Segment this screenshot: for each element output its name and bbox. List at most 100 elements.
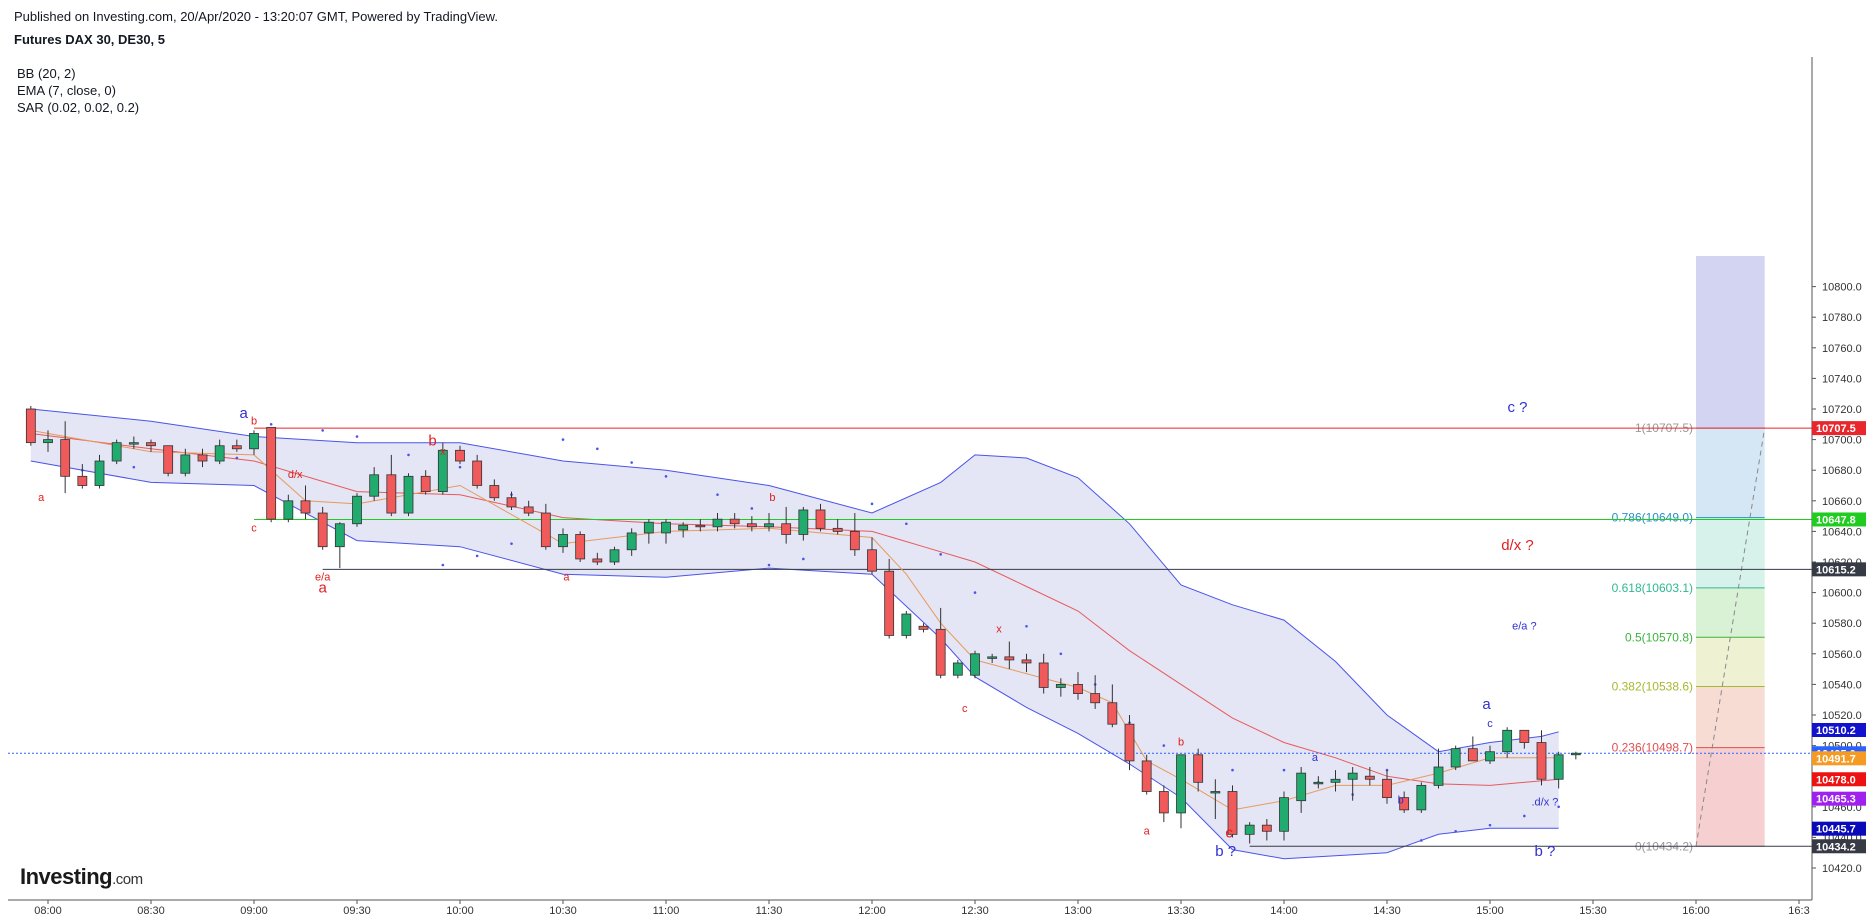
candle-body — [489, 485, 500, 499]
candle-body — [1124, 723, 1135, 762]
candle-body — [695, 524, 706, 528]
candle-body — [1347, 772, 1358, 780]
sar-dot — [1025, 624, 1028, 628]
candle-body — [643, 521, 654, 534]
price-tick-label: 10760.0 — [1822, 343, 1862, 355]
candle-body — [146, 442, 156, 447]
ema-polyline — [30, 429, 1559, 811]
time-tick-label: 10:30 — [549, 905, 577, 917]
price-tag: 10707.5 — [1812, 421, 1866, 436]
candle-body — [1279, 797, 1289, 832]
wave-label: b — [1398, 795, 1404, 807]
candle-body — [678, 524, 689, 531]
price-tag: 10615.2 — [1812, 562, 1866, 577]
candle — [764, 513, 774, 532]
fib-level-label: 0.382(10538.6) — [1612, 680, 1693, 694]
candle — [1416, 782, 1427, 813]
price-tag-box — [1812, 751, 1866, 766]
candle — [43, 430, 53, 452]
candle-body — [952, 662, 963, 676]
candle — [77, 464, 88, 489]
horizontal-lines — [8, 427, 1812, 847]
bb-lower-line — [30, 460, 1559, 860]
sar-dot — [561, 438, 565, 441]
price-tag-label: 10615.2 — [1816, 564, 1856, 576]
candle — [403, 473, 414, 517]
price-tag-box — [1812, 421, 1866, 436]
time-tick-label: 16:3 — [1788, 905, 1809, 917]
wave-label: x — [440, 446, 446, 458]
candle-body — [626, 532, 637, 551]
sar-dot — [1059, 652, 1063, 656]
wave-label: b — [1178, 737, 1184, 749]
candle — [901, 610, 912, 639]
price-tag-box — [1812, 821, 1866, 836]
fib-zone-2 — [1696, 637, 1765, 687]
fib-level-label: 0.786(10649.0) — [1612, 511, 1693, 525]
price-tag: 10647.8 — [1812, 512, 1866, 527]
price-tag-label: 10510.2 — [1816, 725, 1856, 737]
candle-body — [197, 454, 208, 462]
candle — [1553, 751, 1564, 789]
candle-body — [661, 521, 671, 534]
candle-body — [1433, 766, 1444, 786]
time-tick-label: 12:30 — [961, 905, 989, 917]
price-tick-label: 10560.0 — [1822, 649, 1862, 661]
wave-label: x — [996, 623, 1002, 635]
symbol-title: Futures DAX 30, DE30, 5 — [14, 32, 165, 47]
wave-label: a — [318, 580, 327, 597]
wave-label: c — [1487, 718, 1493, 730]
candle — [884, 558, 895, 639]
fib-level-label: 0.618(10603.1) — [1612, 581, 1693, 595]
indicator-sar: SAR (0.02, 0.02, 0.2) — [17, 100, 140, 115]
candle — [643, 519, 654, 544]
time-axis[interactable]: 08:00 08:30 09:00 09:30 10:00 10:30 11:00 11:30… — [8, 899, 1812, 917]
candle-body — [867, 549, 877, 572]
candle — [781, 506, 792, 544]
candle — [1364, 767, 1375, 786]
candle-body — [815, 509, 826, 529]
candle — [1158, 785, 1169, 823]
candle-body — [575, 534, 586, 560]
time-tick-label: 15:30 — [1579, 905, 1607, 917]
price-tag: 10478.0 — [1812, 772, 1866, 787]
candle-body — [1450, 748, 1461, 768]
wave-label: a — [1312, 752, 1319, 764]
candle — [1073, 672, 1083, 700]
candle-body — [558, 534, 568, 548]
fib-zone-1 — [1696, 686, 1765, 748]
sar-dot — [321, 429, 324, 432]
sar-dot — [1557, 805, 1560, 809]
price-axis[interactable]: 10800.0 10780.0 10760.0 10740.0 10720.0 10700… — [1811, 57, 1866, 900]
candle-body — [1467, 748, 1478, 762]
sar-dot — [1523, 814, 1526, 818]
candle-body — [1536, 742, 1547, 780]
time-tick-label: 08:30 — [137, 905, 165, 917]
candle-body — [764, 523, 774, 528]
candle-body — [1090, 693, 1101, 704]
candle — [987, 653, 998, 663]
candle — [437, 442, 448, 495]
price-tick-label: 10660.0 — [1822, 496, 1862, 508]
sar-dot — [1162, 744, 1166, 747]
ema-line — [30, 429, 1559, 811]
candle-body — [1055, 684, 1066, 688]
candle — [489, 479, 500, 501]
candle — [300, 485, 311, 520]
sar-dot — [750, 507, 754, 510]
time-tick-label: 08:00 — [34, 905, 62, 917]
candle — [523, 500, 534, 517]
fib-retracement[interactable]: 0(10434.2)0.236(10498.7)0.382(10538.6)0.… — [1612, 256, 1766, 853]
candle-body — [1021, 659, 1032, 664]
price-tick-label: 10740.0 — [1822, 373, 1862, 385]
price-tag-label: 10491.7 — [1816, 753, 1856, 765]
candle — [1502, 727, 1513, 758]
candle-body — [420, 475, 431, 493]
candle-body — [1004, 656, 1015, 661]
candle — [1382, 770, 1392, 804]
candle — [1313, 776, 1324, 789]
fib-zone-5 — [1696, 428, 1765, 518]
candle — [317, 506, 328, 550]
wave-label: b — [428, 433, 436, 450]
